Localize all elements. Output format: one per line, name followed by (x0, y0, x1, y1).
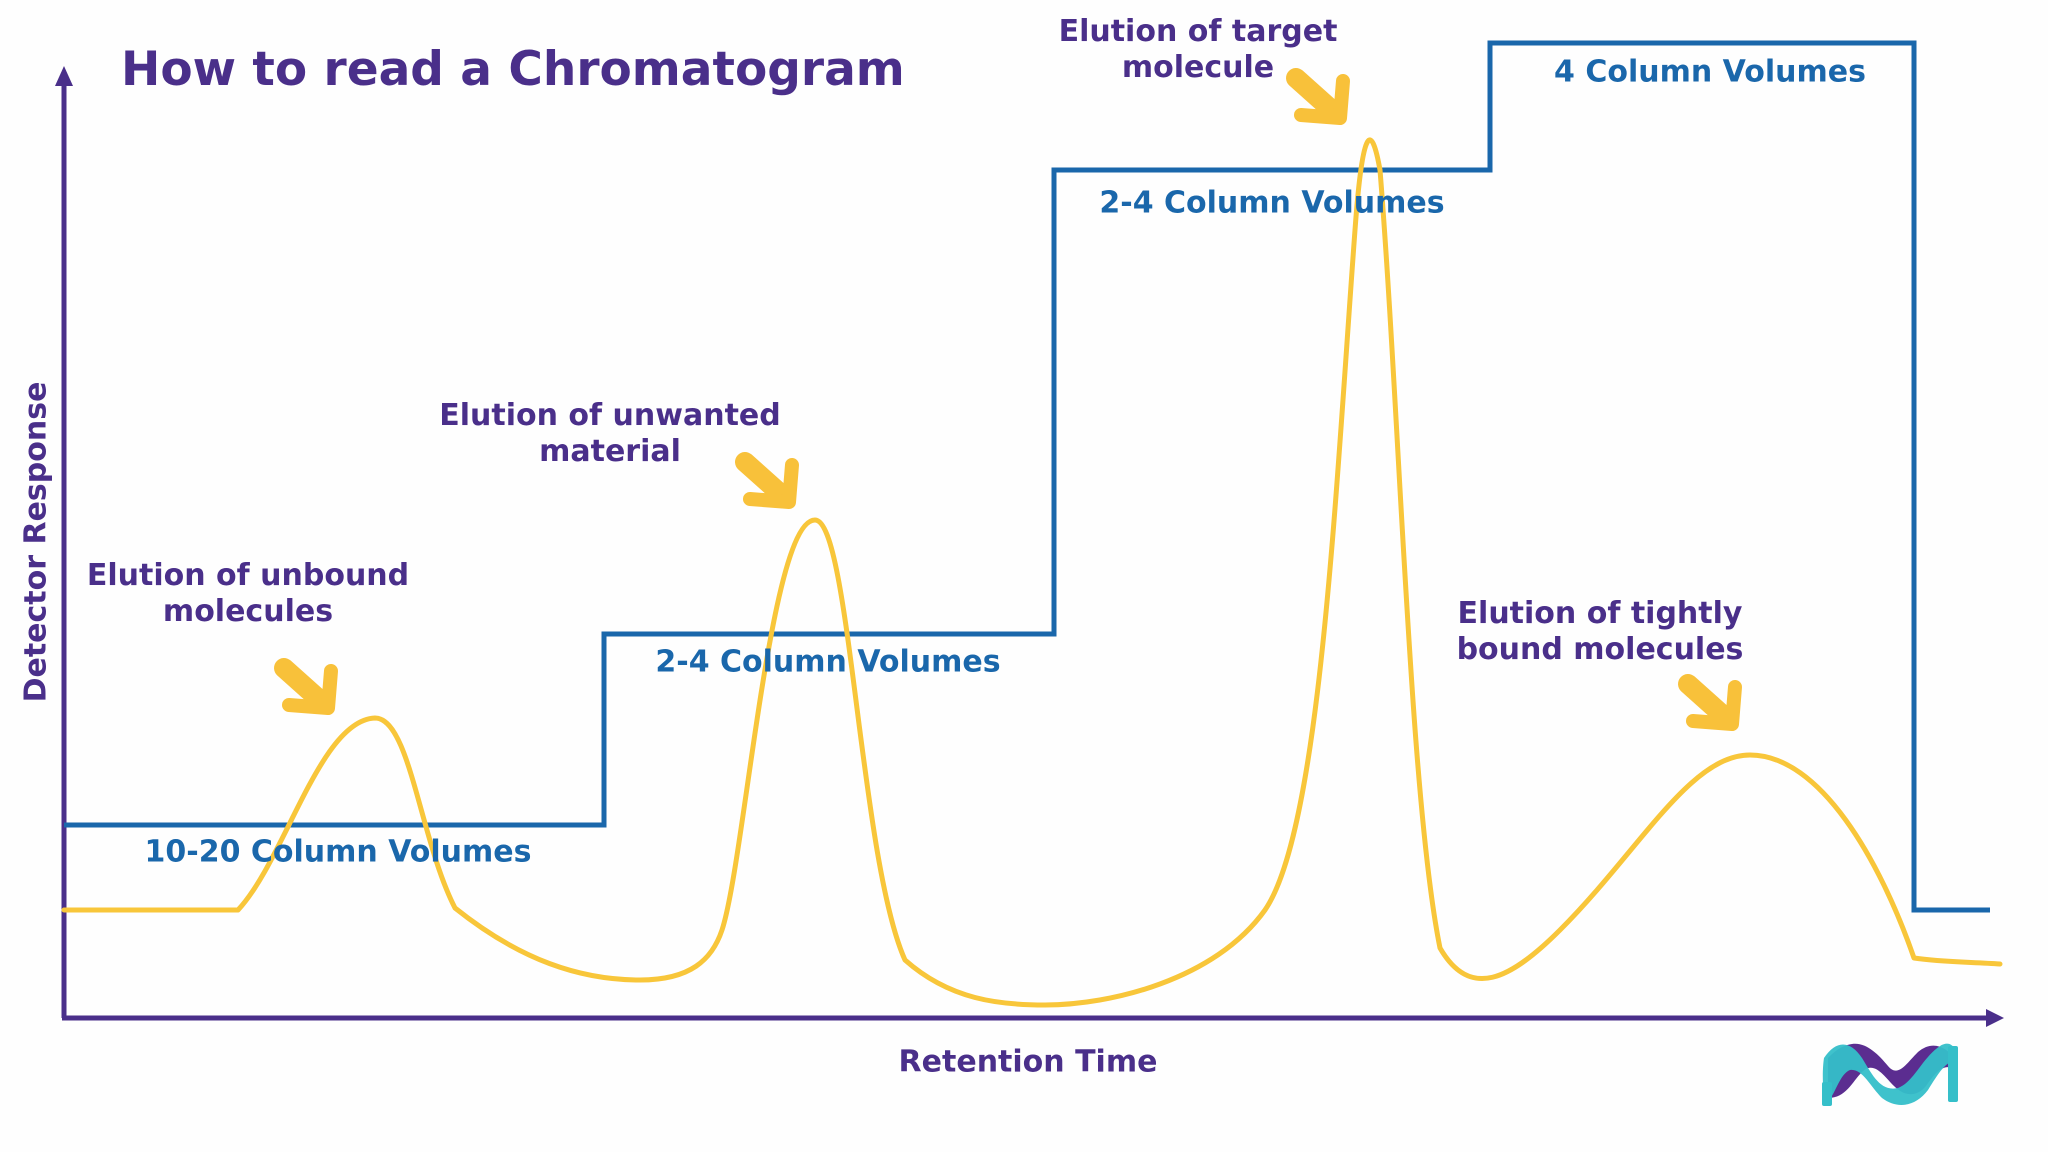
annotation-arrows (274, 68, 1742, 731)
x-axis-arrowhead (1986, 1009, 2004, 1027)
annotation-unwanted-line1: Elution of unwanted (439, 398, 781, 433)
annotation-unbound-line2: molecules (162, 594, 334, 629)
step-label-3: 2-4 Column Volumes (1099, 185, 1445, 221)
annotation-tightly-bound: Elution of tightly bound molecules (1457, 596, 1744, 668)
arrow-unbound-icon (274, 658, 338, 715)
annotation-tightly-bound-line1: Elution of tightly (1457, 596, 1743, 631)
arrow-unwanted-icon (735, 452, 799, 509)
x-axis-label: Retention Time (898, 1044, 1158, 1080)
annotation-unbound: Elution of unbound molecules (87, 558, 409, 630)
step-label-2: 2-4 Column Volumes (655, 644, 1001, 680)
annotation-unwanted: Elution of unwanted material (439, 398, 780, 470)
annotation-unbound-line1: Elution of unbound (86, 558, 410, 593)
annotation-tightly-bound-line2: bound molecules (1456, 632, 1744, 667)
page-title: How to read a Chromatogram (121, 42, 905, 97)
arrow-tightly-bound-icon (1678, 674, 1742, 731)
step-label-1: 10-20 Column Volumes (144, 834, 532, 870)
annotation-target: Elution of target molecule (1059, 14, 1338, 86)
axes (55, 66, 2004, 1027)
arrow-target-icon (1286, 68, 1350, 125)
y-axis-label: Detector Response (18, 381, 54, 703)
annotation-target-line2: molecule (1121, 50, 1275, 85)
annotation-target-line1: Elution of target (1058, 14, 1338, 49)
step-label-4: 4 Column Volumes (1554, 54, 1866, 90)
y-axis-arrowhead (55, 66, 73, 86)
annotation-unwanted-line2: material (539, 434, 681, 469)
chromatogram-trace (61, 137, 2003, 1008)
gradient-step-line (64, 40, 1990, 913)
merck-logo-icon (1822, 1043, 1958, 1106)
